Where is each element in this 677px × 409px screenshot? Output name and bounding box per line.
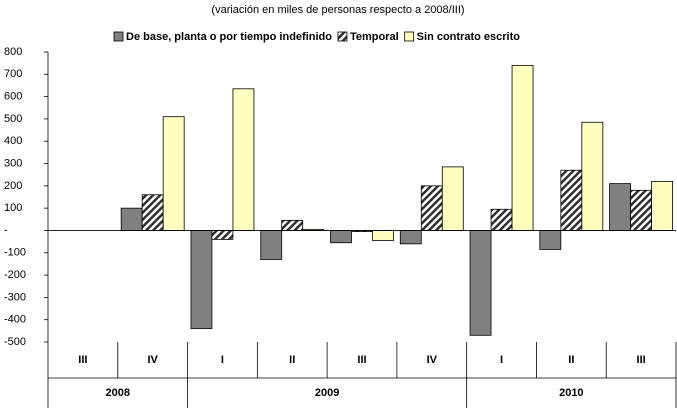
y-tick-label: 600 [4,91,22,103]
legend-label: De base, planta o por tiempo indefinido [126,31,332,43]
bar [581,121,604,231]
y-tick-label: 700 [4,68,22,80]
bar [211,230,234,240]
bar [330,230,352,244]
bar [609,183,632,231]
y-tick-label: 500 [4,113,22,125]
group-label: 2009 [315,387,339,399]
group-label: 2008 [106,387,130,399]
bar [630,189,653,231]
y-tick-label: -300 [4,291,26,303]
legend-swatch [404,31,415,42]
bar [651,180,674,231]
bar [260,230,283,260]
x-tick-label: III [78,354,87,366]
bar [511,64,534,231]
x-tick-label: III [357,354,366,366]
y-tick-label: -100 [4,247,26,259]
bar [232,88,255,231]
y-tick-label: 800 [4,46,22,58]
bar [560,169,583,231]
y-tick-label: -200 [4,269,26,281]
bar [281,220,304,231]
legend-label: Sin contrato escrito [417,31,521,43]
x-tick-label: I [500,354,503,366]
x-tick-label: IV [427,354,438,366]
group-label: 2010 [559,387,583,399]
legend-swatch [113,31,124,42]
x-tick-label: I [221,354,224,366]
bar [120,207,143,231]
y-tick-label: 300 [4,157,22,169]
x-tick-label: II [289,354,295,366]
bar [372,230,394,241]
y-tick-label: 400 [4,135,22,147]
x-tick-label: IV [147,354,158,366]
y-tick-label: -500 [4,336,26,348]
y-tick-label: -400 [4,314,26,326]
bar [162,116,185,231]
bar [490,208,513,231]
legend-swatch [337,31,348,42]
y-tick-label: 200 [4,180,22,192]
x-tick-label: II [568,354,574,366]
legend-label: Temporal [350,31,399,43]
y-tick-label: - [4,224,8,236]
bar [469,230,492,336]
chart-subtitle: (variación en miles de personas respecto… [211,4,464,16]
bar [190,230,213,330]
y-tick-label: 100 [4,202,22,214]
bar [420,185,443,231]
bar [441,166,464,231]
bar [141,194,164,231]
x-tick-label: III [637,354,646,366]
bar [539,230,562,250]
bar [399,230,422,245]
